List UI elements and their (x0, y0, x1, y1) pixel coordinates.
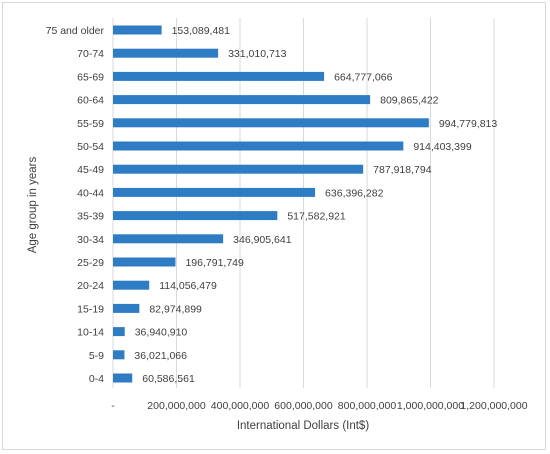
y-tick-label: 50-54 (77, 141, 104, 153)
x-tick-label: 400,000,000 (211, 400, 270, 412)
data-label: 664,777,066 (334, 71, 393, 83)
bar (113, 327, 125, 337)
data-label: 114,056,479 (159, 280, 217, 292)
data-label: 787,918,794 (373, 164, 432, 176)
y-tick-label: 5-9 (89, 350, 104, 362)
data-label: 60,586,561 (142, 373, 195, 385)
bar (113, 25, 162, 35)
data-label: 36,940,910 (135, 327, 188, 339)
x-tick-label: 600,000,000 (274, 400, 333, 412)
x-tick-label: 800,000,000 (338, 400, 397, 412)
x-tick-label: - (111, 400, 115, 412)
y-tick-label: 60-64 (77, 95, 104, 107)
y-tick-label: 55-59 (77, 118, 104, 130)
data-label: 36,021,066 (134, 350, 187, 362)
data-label: 914,403,399 (413, 141, 472, 153)
bar (113, 303, 140, 313)
y-tick-label: 10-14 (77, 327, 104, 339)
bar (113, 48, 219, 58)
bar (113, 211, 278, 221)
y-tick-label: 35-39 (77, 211, 104, 223)
bar (113, 234, 224, 244)
data-label: 82,974,899 (149, 303, 202, 315)
x-tick-label: 200,000,000 (147, 400, 206, 412)
data-label: 346,905,641 (233, 234, 292, 246)
x-tick-label: 1,200,000,000 (460, 400, 527, 412)
bar (113, 280, 150, 290)
data-label: 809,865,422 (380, 95, 439, 107)
data-label: 517,582,921 (287, 211, 346, 223)
x-axis-title: International Dollars (Int$) (237, 420, 369, 432)
y-tick-label: 0-4 (89, 373, 104, 385)
bar (113, 187, 316, 197)
bar (113, 257, 176, 267)
data-label: 636,396,282 (325, 187, 384, 199)
bar (113, 95, 371, 105)
y-tick-label: 45-49 (77, 164, 104, 176)
y-tick-labels: 75 and older 70-74 65-69 60-64 55-59 50-54 45-… (46, 25, 105, 385)
y-tick-label: 40-44 (77, 187, 104, 199)
y-tick-label: 30-34 (77, 234, 104, 246)
y-tick-label: 75 and older (46, 25, 105, 37)
y-tick-label: 20-24 (77, 280, 104, 292)
bar (113, 118, 429, 128)
bar (113, 164, 364, 174)
data-label: 331,010,713 (228, 48, 287, 60)
bar (113, 350, 125, 360)
data-label: 994,779,813 (439, 118, 498, 130)
data-labels: 153,089,481 331,010,713 664,777,066 809,865… (134, 25, 497, 385)
data-label: 196,791,749 (185, 257, 244, 269)
bar (113, 71, 325, 81)
y-tick-label: 65-69 (77, 71, 104, 83)
bars (113, 25, 429, 383)
x-tick-labels: - 200,000,000 400,000,000 600,000,000 800,00… (111, 400, 527, 412)
y-tick-label: 70-74 (77, 48, 104, 60)
y-tick-label: 25-29 (77, 257, 104, 269)
bar (113, 141, 404, 151)
data-label: 153,089,481 (172, 25, 231, 37)
y-axis-title: Age group in years (27, 156, 39, 253)
y-tick-label: 15-19 (77, 303, 104, 315)
x-tick-label: 1,000,000,000 (397, 400, 464, 412)
bar (113, 373, 133, 383)
